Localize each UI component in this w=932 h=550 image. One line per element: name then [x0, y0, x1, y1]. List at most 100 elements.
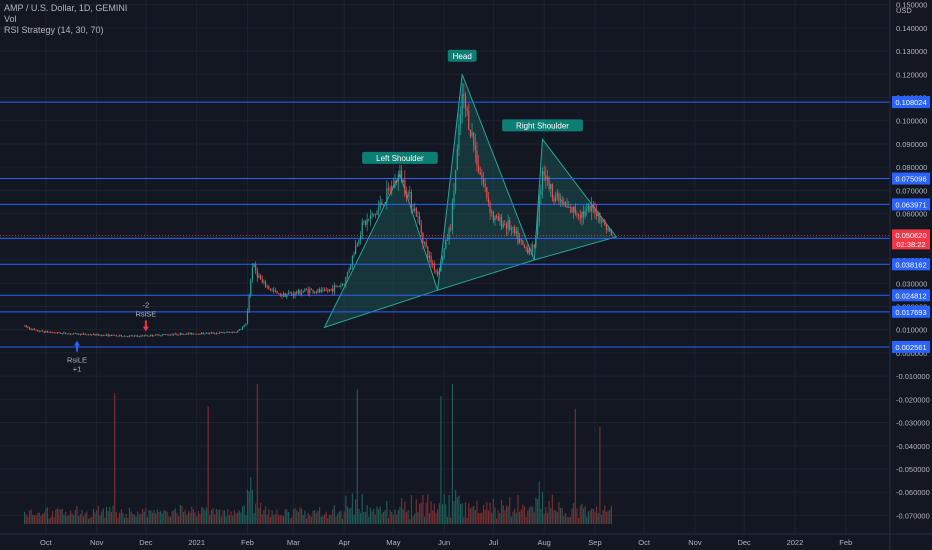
candle-body — [135, 335, 137, 337]
volume-bar — [251, 489, 253, 524]
volume-bar — [315, 513, 317, 524]
pattern-label-box[interactable] — [362, 151, 438, 164]
candle-body — [117, 335, 119, 337]
volume-bar — [24, 511, 26, 524]
volume-bar — [458, 495, 460, 524]
volume-bar — [479, 512, 481, 524]
candle-body — [182, 334, 185, 335]
pattern-triangle[interactable] — [437, 74, 535, 291]
candle-body — [502, 223, 504, 228]
volume-bar — [187, 510, 190, 524]
candle-body — [410, 192, 412, 209]
volume-bar — [343, 511, 345, 524]
candle-body — [412, 208, 414, 211]
short-signal-arrow — [142, 320, 149, 332]
candle-body — [369, 215, 371, 219]
long-signal-label: RsiLE — [67, 356, 87, 365]
horizontal-levels[interactable] — [0, 101, 890, 348]
volume-bar — [425, 502, 427, 524]
candle-body — [348, 269, 350, 273]
candle-body — [404, 179, 406, 195]
candle-body — [250, 279, 252, 296]
pattern-triangle[interactable] — [323, 172, 439, 329]
candle-body — [33, 328, 35, 330]
volume-bar — [382, 511, 385, 524]
candle-body — [355, 245, 357, 255]
candle-body — [92, 334, 94, 335]
volume-bar — [368, 516, 370, 524]
candle-body — [368, 218, 370, 220]
strategy-indicator-label[interactable]: RSI Strategy (14, 30, 70) — [4, 25, 104, 35]
pattern-label-box[interactable] — [502, 119, 583, 132]
volume-bar — [171, 511, 173, 524]
candle-body — [225, 331, 227, 333]
pattern-label-box[interactable] — [447, 49, 477, 62]
candle-body — [219, 332, 221, 334]
volume-bar — [43, 512, 45, 524]
volume-bar — [576, 508, 578, 524]
candle-body — [599, 212, 601, 222]
price-tick-label: 0.150000 — [896, 1, 927, 10]
candle-body — [60, 333, 62, 334]
volume-bar — [451, 384, 453, 524]
volume-bar — [25, 514, 27, 524]
candle-body — [123, 335, 126, 337]
symbol-title[interactable]: AMP / U.S. Dollar, 1D, GEMINI — [4, 3, 128, 13]
volume-bar — [114, 393, 116, 524]
pattern-triangles — [323, 74, 618, 329]
price-axis[interactable]: USD0.1500000.1400000.1300000.1200000.110… — [890, 0, 932, 550]
candle-body — [232, 331, 234, 333]
volume-bar — [304, 510, 306, 524]
pattern-triangle[interactable] — [533, 137, 618, 261]
volume-bar — [197, 511, 199, 524]
volume-bar — [128, 507, 131, 524]
candle-body — [471, 132, 473, 136]
candle-body — [191, 332, 193, 335]
volume-bar — [253, 512, 255, 524]
candle-body — [238, 329, 240, 331]
candle-body — [530, 249, 532, 252]
volume-bar — [360, 512, 362, 524]
volume-bar — [540, 508, 542, 524]
volume-bar — [84, 512, 86, 524]
candle-body — [584, 210, 586, 217]
volume-bar — [135, 516, 137, 524]
candle-body — [569, 207, 571, 208]
price-tick-label: 0.140000 — [896, 24, 927, 33]
volume-bar — [469, 508, 471, 524]
volume-bar — [30, 509, 32, 524]
candle-body — [207, 332, 209, 334]
volume-bar — [151, 512, 154, 524]
candle-body — [505, 224, 508, 229]
short-signal-label: RsiSE — [135, 309, 156, 318]
volume-bar — [369, 507, 371, 524]
candle-body — [573, 206, 575, 213]
volume-bar — [328, 514, 331, 524]
candle-body — [210, 332, 213, 334]
volume-bar — [569, 516, 571, 524]
candle-body — [268, 286, 270, 289]
candle-body — [361, 221, 363, 236]
candle-body — [514, 227, 516, 234]
candle-body — [510, 228, 512, 231]
candle-body — [122, 336, 124, 338]
level-price-label: 0.017693 — [895, 308, 926, 317]
volume-bar — [348, 508, 350, 524]
volume-indicator-label[interactable]: Vol — [4, 14, 17, 24]
volume-bar — [340, 510, 342, 524]
long-signal-qty: +1 — [73, 365, 82, 374]
volume-bar — [448, 494, 450, 524]
candle-body — [119, 334, 121, 336]
volume-bar — [307, 513, 309, 524]
volume-bar — [446, 516, 449, 524]
candle-body — [204, 333, 206, 335]
volume-bar — [215, 508, 217, 524]
volume-bar — [296, 510, 298, 524]
candle-body — [114, 334, 116, 336]
volume-bar — [79, 514, 81, 524]
volume-bar — [150, 510, 152, 524]
candle-body — [66, 333, 68, 335]
